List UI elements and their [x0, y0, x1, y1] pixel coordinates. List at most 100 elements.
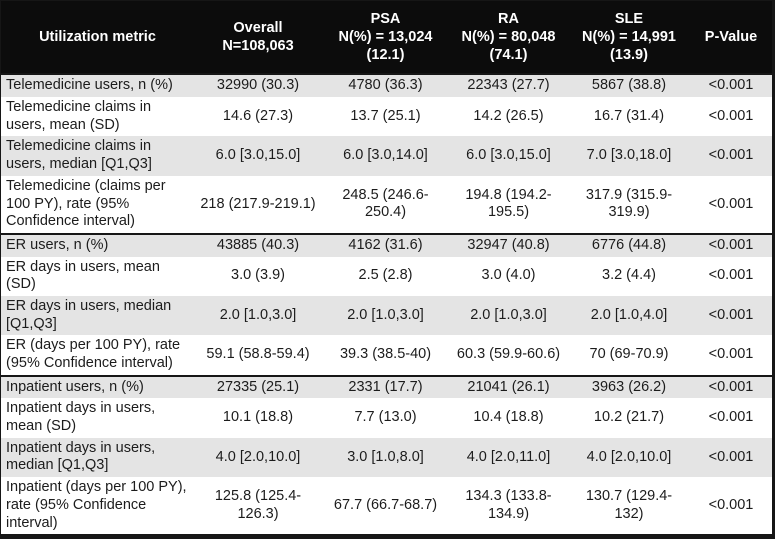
table-row: ER users, n (%) 43885 (40.3) 4162 (31.6) 32… [1, 232, 772, 257]
column-header-metric: Utilization metric [1, 1, 194, 76]
value-cell: 32947 (40.8) [449, 232, 568, 257]
value-cell: <0.001 [690, 437, 772, 478]
header-line: N(%) = 14,991 [582, 29, 676, 46]
value-cell: 43885 (40.3) [194, 232, 322, 257]
value-cell: 5867 (38.8) [568, 74, 690, 98]
value-cell: 70 (69-70.9) [568, 335, 690, 376]
value-cell: 248.5 (246.6-250.4) [322, 175, 449, 234]
table-header: Utilization metric Overall N=108,063 PSA N(%… [1, 1, 772, 76]
value-cell: 3.2 (4.4) [568, 256, 690, 296]
metric-cell: Inpatient users, n (%) [1, 374, 194, 399]
metric-cell: ER days in users, median [Q1,Q3] [1, 295, 194, 336]
value-cell: 4.0 [2.0,11.0] [449, 437, 568, 478]
value-cell: 10.2 (21.7) [568, 398, 690, 438]
value-cell: <0.001 [690, 398, 772, 438]
value-cell: <0.001 [690, 374, 772, 399]
table-row: Inpatient users, n (%) 27335 (25.1) 2331 (… [1, 374, 772, 399]
value-cell: 16.7 (31.4) [568, 97, 690, 137]
value-cell: <0.001 [690, 477, 772, 535]
metric-cell: Telemedicine claims in users, median [Q1… [1, 136, 194, 176]
value-cell: 14.2 (26.5) [449, 97, 568, 137]
value-cell: 14.6 (27.3) [194, 97, 322, 137]
header-line: (13.9) [610, 47, 648, 64]
value-cell: 7.7 (13.0) [322, 398, 449, 438]
metric-cell: Telemedicine claims in users, mean (SD) [1, 97, 194, 137]
metric-cell: ER days in users, mean (SD) [1, 256, 194, 296]
value-cell: 32990 (30.3) [194, 74, 322, 98]
header-line: N=108,063 [222, 38, 294, 55]
value-cell: 2331 (17.7) [322, 374, 449, 399]
header-line: Overall [233, 20, 283, 37]
value-cell: 7.0 [3.0,18.0] [568, 136, 690, 176]
value-cell: 59.1 (58.8-59.4) [194, 335, 322, 376]
table-row: Telemedicine users, n (%) 32990 (30.3) 478… [1, 74, 772, 98]
metric-cell: Telemedicine users, n (%) [1, 74, 194, 98]
column-header-sle: SLE N(%) = 14,991 (13.9) [568, 1, 690, 76]
value-cell: 13.7 (25.1) [322, 97, 449, 137]
value-cell: 3.0 (4.0) [449, 256, 568, 296]
table-row: Telemedicine (claims per 100 PY), rate (… [1, 175, 772, 234]
column-header-pvalue: P-Value [690, 1, 772, 76]
value-cell: 21041 (26.1) [449, 374, 568, 399]
value-cell: 218 (217.9-219.1) [194, 175, 322, 234]
value-cell: 3963 (26.2) [568, 374, 690, 399]
value-cell: <0.001 [690, 74, 772, 98]
value-cell: 4780 (36.3) [322, 74, 449, 98]
value-cell: 2.0 [1.0,3.0] [449, 295, 568, 336]
header-line: P-Value [704, 29, 758, 46]
value-cell: 39.3 (38.5-40) [322, 335, 449, 376]
value-cell: 4.0 [2.0,10.0] [568, 437, 690, 478]
utilization-table: Utilization metric Overall N=108,063 PSA N(%… [1, 1, 772, 535]
column-header-psa: PSA N(%) = 13,024 (12.1) [322, 1, 449, 76]
value-cell: 6.0 [3.0,15.0] [449, 136, 568, 176]
header-line: SLE [614, 11, 644, 27]
metric-cell: Inpatient days in users, median [Q1,Q3] [1, 437, 194, 478]
value-cell: 125.8 (125.4-126.3) [194, 477, 322, 535]
value-cell: 6.0 [3.0,14.0] [322, 136, 449, 176]
value-cell: <0.001 [690, 256, 772, 296]
header-line: (74.1) [489, 47, 528, 64]
header-line: N(%) = 13,024 [338, 29, 433, 46]
value-cell: <0.001 [690, 232, 772, 257]
value-cell: 4.0 [2.0,10.0] [194, 437, 322, 478]
value-cell: 317.9 (315.9-319.9) [568, 175, 690, 234]
value-cell: 2.0 [1.0,3.0] [194, 295, 322, 336]
table-body: Telemedicine users, n (%) 32990 (30.3) 478… [1, 74, 772, 535]
value-cell: 2.0 [1.0,4.0] [568, 295, 690, 336]
table-row: Inpatient days in users, mean (SD) 10.1 (… [1, 398, 772, 438]
metric-cell: Telemedicine (claims per 100 PY), rate (… [1, 175, 194, 234]
value-cell: 60.3 (59.9-60.6) [449, 335, 568, 376]
value-cell: 6.0 [3.0,15.0] [194, 136, 322, 176]
value-cell: <0.001 [690, 97, 772, 137]
table-row: ER (days per 100 PY), rate (95% Confiden… [1, 335, 772, 376]
header-line: N(%) = 80,048 [461, 29, 556, 46]
value-cell: <0.001 [690, 136, 772, 176]
table-row: Inpatient days in users, median [Q1,Q3] 4… [1, 437, 772, 478]
table-row: ER days in users, mean (SD) 3.0 (3.9) 2.5 … [1, 256, 772, 296]
column-header-ra: RA N(%) = 80,048 (74.1) [449, 1, 568, 76]
header-row: Utilization metric Overall N=108,063 PSA N(%… [1, 1, 772, 76]
metric-cell: Inpatient days in users, mean (SD) [1, 398, 194, 438]
value-cell: 27335 (25.1) [194, 374, 322, 399]
value-cell: 10.1 (18.8) [194, 398, 322, 438]
value-cell: 22343 (27.7) [449, 74, 568, 98]
metric-cell: ER users, n (%) [1, 232, 194, 257]
value-cell: <0.001 [690, 295, 772, 336]
value-cell: 2.5 (2.8) [322, 256, 449, 296]
header-line: (12.1) [366, 47, 405, 64]
value-cell: 130.7 (129.4-132) [568, 477, 690, 535]
value-cell: <0.001 [690, 175, 772, 234]
table-row: ER days in users, median [Q1,Q3] 2.0 [1.0… [1, 295, 772, 336]
metric-cell: Inpatient (days per 100 PY), rate (95% C… [1, 477, 194, 535]
column-header-overall: Overall N=108,063 [194, 1, 322, 76]
table-row: Telemedicine claims in users, mean (SD) 1… [1, 97, 772, 137]
header-line: Utilization metric [39, 29, 156, 46]
header-line: RA [498, 11, 519, 27]
table-row: Telemedicine claims in users, median [Q1… [1, 136, 772, 176]
value-cell: 67.7 (66.7-68.7) [322, 477, 449, 535]
value-cell: 3.0 (3.9) [194, 256, 322, 296]
value-cell: 10.4 (18.8) [449, 398, 568, 438]
value-cell: 4162 (31.6) [322, 232, 449, 257]
value-cell: 2.0 [1.0,3.0] [322, 295, 449, 336]
